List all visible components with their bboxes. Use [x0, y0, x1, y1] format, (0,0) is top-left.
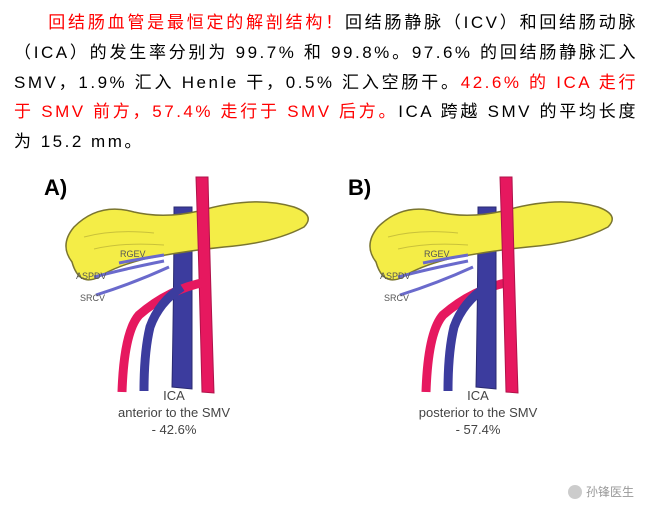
panel-a: A) RGEV ASPDV SRCV ICA anterior to t	[24, 167, 324, 457]
label-rgev-b: RGEV	[424, 249, 450, 259]
caption-a-1: ICA	[163, 388, 185, 403]
caption-b-1: ICA	[467, 388, 489, 403]
watermark: 孙锋医生	[568, 483, 634, 500]
wechat-icon	[568, 485, 582, 499]
main-paragraph: 回结肠血管是最恒定的解剖结构！回结肠静脉（ICV）和回结肠动脉（ICA）的发生率…	[14, 8, 638, 157]
caption-a: ICA anterior to the SMV - 42.6%	[24, 388, 324, 439]
label-aspdv: ASPDV	[76, 271, 107, 281]
panel-b: B) RGEV ASPDV SRCV ICA posterior to	[328, 167, 628, 457]
diagram-a: RGEV ASPDV SRCV	[24, 167, 324, 397]
caption-a-2: anterior to the SMV	[118, 405, 230, 420]
watermark-text: 孙锋医生	[586, 483, 634, 500]
sentence-1: 回结肠血管是最恒定的解剖结构！	[48, 13, 345, 32]
panel-a-label: A)	[44, 175, 67, 201]
label-srcv-b: SRCV	[384, 293, 409, 303]
diagram-b: RGEV ASPDV SRCV	[328, 167, 628, 397]
caption-b-3: - 57.4%	[456, 422, 501, 437]
caption-b: ICA posterior to the SMV - 57.4%	[328, 388, 628, 439]
label-aspdv-b: ASPDV	[380, 271, 411, 281]
panel-b-label: B)	[348, 175, 371, 201]
caption-a-3: - 42.6%	[152, 422, 197, 437]
label-srcv: SRCV	[80, 293, 105, 303]
label-rgev: RGEV	[120, 249, 146, 259]
figure-area: A) RGEV ASPDV SRCV ICA anterior to t	[14, 167, 638, 457]
caption-b-2: posterior to the SMV	[419, 405, 538, 420]
